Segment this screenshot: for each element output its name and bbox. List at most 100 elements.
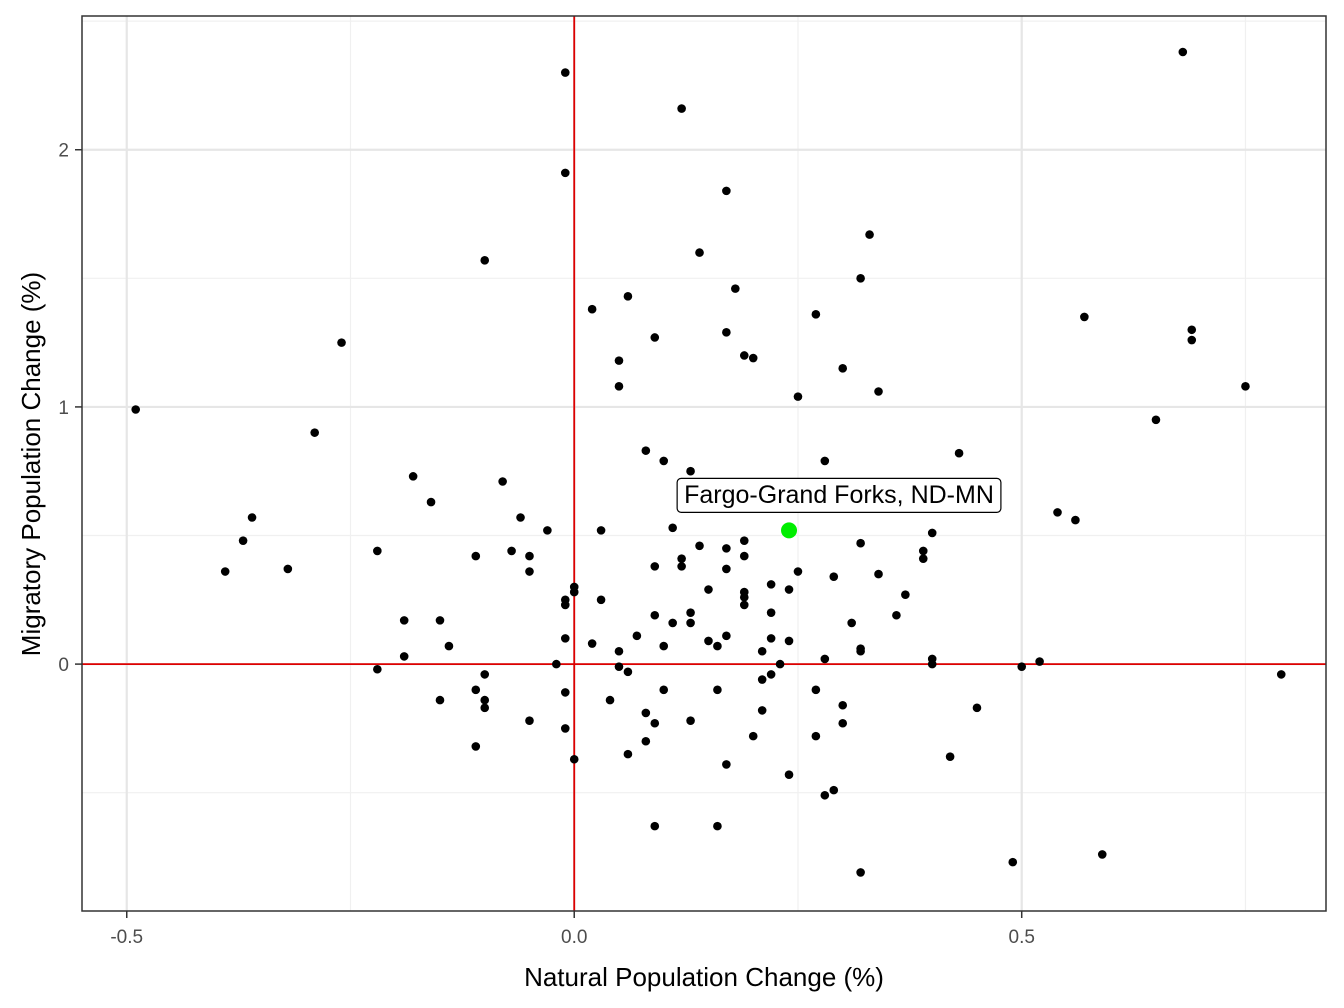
data-point xyxy=(811,310,821,319)
data-point xyxy=(238,536,248,545)
data-point xyxy=(704,585,713,594)
data-point xyxy=(220,567,230,576)
data-point xyxy=(757,675,767,684)
data-point xyxy=(811,731,821,741)
data-point xyxy=(757,706,767,715)
data-point xyxy=(1017,662,1027,671)
data-point xyxy=(614,382,624,391)
data-point xyxy=(892,610,901,620)
data-point xyxy=(560,68,570,77)
data-point xyxy=(731,284,740,293)
data-point xyxy=(874,387,883,396)
data-point xyxy=(543,526,552,535)
data-point xyxy=(856,868,865,877)
data-point xyxy=(471,551,481,561)
data-point xyxy=(632,631,642,641)
data-point xyxy=(1053,508,1062,517)
x-tick-label: 0.5 xyxy=(1009,927,1035,948)
highlight-point xyxy=(781,522,798,539)
data-point xyxy=(739,536,749,545)
data-point xyxy=(739,351,749,360)
data-point xyxy=(444,641,454,651)
data-point xyxy=(739,551,749,561)
data-point xyxy=(641,736,651,746)
data-point xyxy=(435,616,445,625)
data-point xyxy=(373,664,382,674)
data-point xyxy=(516,513,525,522)
data-point xyxy=(713,685,722,695)
data-point xyxy=(722,564,731,574)
data-point xyxy=(918,546,928,556)
data-point xyxy=(838,364,848,373)
data-point xyxy=(838,718,848,728)
data-point xyxy=(471,742,481,751)
plot-background xyxy=(82,16,1326,911)
data-point xyxy=(811,685,821,695)
data-point xyxy=(399,616,409,625)
data-point xyxy=(560,600,570,610)
data-point xyxy=(131,405,140,414)
data-point xyxy=(1276,670,1286,679)
data-point xyxy=(426,497,436,507)
data-point xyxy=(784,585,794,594)
data-point xyxy=(408,472,418,481)
data-point xyxy=(1071,515,1080,525)
data-point xyxy=(659,641,669,651)
y-axis-title: Migratory Population Change (%) xyxy=(16,272,46,656)
data-point xyxy=(793,392,803,401)
data-point xyxy=(820,456,830,466)
data-point xyxy=(757,646,767,656)
data-point xyxy=(695,541,704,551)
data-point xyxy=(668,523,677,533)
data-point xyxy=(283,564,293,574)
data-point xyxy=(641,708,651,718)
data-point xyxy=(650,562,660,571)
data-point xyxy=(596,595,606,605)
data-point xyxy=(560,688,570,697)
data-point xyxy=(1187,325,1197,335)
data-point xyxy=(1151,415,1161,425)
data-point xyxy=(552,659,561,669)
data-point xyxy=(945,752,955,761)
data-point xyxy=(739,592,749,602)
data-point xyxy=(623,667,633,677)
data-point xyxy=(480,256,490,265)
data-point xyxy=(525,716,534,725)
data-point xyxy=(623,292,633,301)
data-point xyxy=(435,695,445,705)
data-point xyxy=(713,641,722,651)
data-point xyxy=(766,608,776,617)
data-point xyxy=(686,618,695,628)
data-point xyxy=(525,567,534,576)
data-point xyxy=(927,528,937,538)
data-point xyxy=(954,448,964,458)
data-point xyxy=(856,538,865,548)
data-point xyxy=(1178,47,1188,57)
data-point xyxy=(704,636,713,646)
data-point xyxy=(310,428,319,437)
x-axis-title: Natural Population Change (%) xyxy=(524,962,884,992)
data-point xyxy=(659,456,669,466)
data-point xyxy=(722,328,731,337)
data-point xyxy=(1097,850,1107,859)
data-point xyxy=(525,551,534,561)
data-point xyxy=(560,724,570,733)
y-tick-label: 1 xyxy=(58,398,69,419)
data-point xyxy=(1008,857,1018,867)
data-point xyxy=(972,703,982,713)
data-point xyxy=(560,168,570,178)
data-point xyxy=(373,546,382,556)
data-point xyxy=(668,618,677,628)
data-point xyxy=(748,353,758,363)
data-points xyxy=(131,47,1286,877)
data-point xyxy=(587,304,597,314)
data-point xyxy=(623,749,633,759)
data-point xyxy=(686,608,695,617)
data-point xyxy=(695,248,704,257)
data-point xyxy=(480,695,490,705)
data-point xyxy=(650,610,660,620)
data-point xyxy=(337,338,346,347)
data-point xyxy=(650,718,660,728)
x-tick-label: -0.5 xyxy=(110,927,143,948)
